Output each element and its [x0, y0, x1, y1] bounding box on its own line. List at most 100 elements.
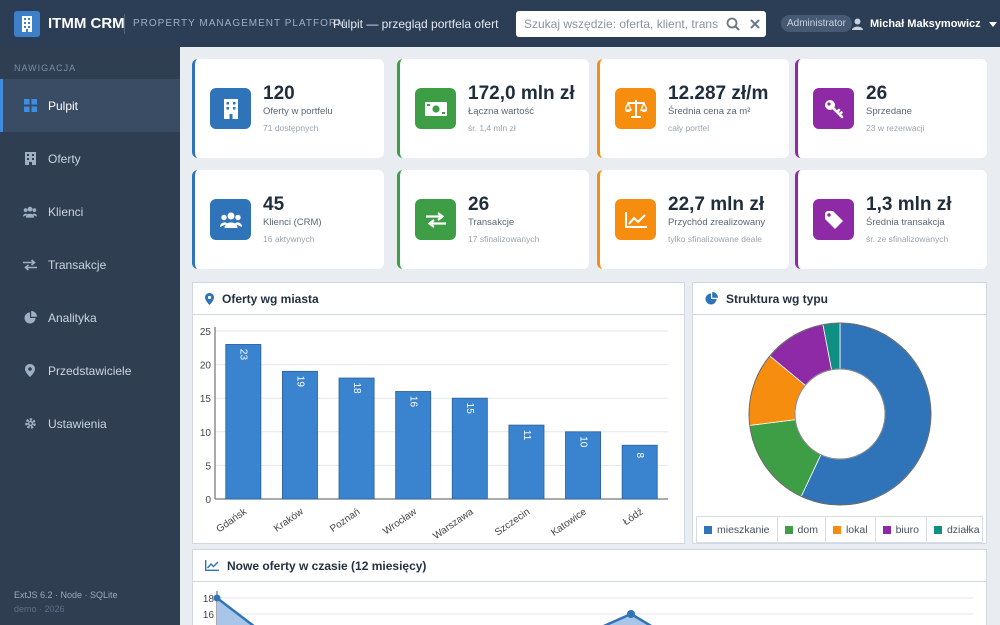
gear-icon	[23, 417, 37, 431]
panel-title: Struktura wg typu	[726, 291, 829, 306]
y-tick-label: 5	[205, 461, 211, 472]
x-tick-label: Gdańsk	[214, 506, 249, 535]
kpi-card-avg-transaction[interactable]: 1,3 mln zł Średnia transakcja śr. ze sfi…	[795, 170, 987, 269]
legend-label: biuro	[895, 523, 919, 536]
x-tick-label: Kraków	[272, 506, 306, 535]
kpi-card-offers[interactable]: 120 Oferty w portfelu 71 dostępnych	[192, 59, 384, 158]
legend-item-lokal[interactable]: lokal	[826, 517, 876, 542]
area-fill	[606, 614, 650, 625]
y-tick-label: 0	[205, 495, 211, 506]
kpi-card-revenue[interactable]: 22,7 mln zł Przychód zrealizowany tylko …	[597, 170, 789, 269]
kpi-label: Przychód zrealizowany	[668, 217, 766, 228]
user-name: Michał Maksymowicz	[870, 18, 981, 30]
sidebar-item-oferty[interactable]: Oferty	[0, 132, 180, 185]
bar	[621, 444, 658, 500]
kpi-card-transactions[interactable]: 26 Transakcje 17 sfinalizowanych	[397, 170, 589, 269]
bar	[565, 431, 602, 500]
panel-offers-by-city: Oferty wg miasta 0 5 10 15 20 25 23 Gdańsk 19 Kra…	[192, 282, 685, 544]
users-icon	[210, 199, 251, 240]
tech-stack-label: ExtJS 6.2 · Node · SQLite	[14, 590, 118, 600]
sidebar-item-klienci[interactable]: Klienci	[0, 185, 180, 238]
kpi-label: Klienci (CRM)	[263, 217, 322, 228]
map-marker-icon	[23, 364, 37, 378]
user-icon	[852, 18, 863, 30]
money-icon	[415, 88, 456, 129]
legend-label: działka	[946, 523, 980, 536]
x-tick-label: Poznań	[328, 506, 362, 534]
bar-value-label: 10	[577, 436, 588, 448]
bar	[338, 377, 375, 500]
clear-icon[interactable]	[746, 15, 764, 33]
exchange-icon	[415, 199, 456, 240]
x-tick-label: Warszawa	[431, 506, 476, 542]
kpi-label: Średnia cena za m²	[668, 106, 751, 117]
sidebar-item-label: Analityka	[48, 310, 97, 325]
chart-legend: mieszkanie dom lokal biuro działka	[696, 516, 983, 543]
kpi-value: 1,3 mln zł	[866, 194, 952, 215]
search-input[interactable]	[518, 14, 718, 34]
sidebar-item-label: Oferty	[48, 151, 81, 166]
panel-title: Nowe oferty w czasie (12 miesięcy)	[227, 558, 427, 573]
legend-label: lokal	[845, 523, 868, 536]
bar-value-label: 16	[408, 396, 419, 408]
balance-icon	[615, 88, 656, 129]
role-badge: Administrator	[781, 15, 852, 32]
y-tick-label: 16	[203, 610, 215, 621]
version-label: demo · 2026	[14, 604, 65, 614]
pie-chart-icon	[23, 311, 37, 325]
bar	[395, 391, 432, 500]
sidebar-item-transakcje[interactable]: Transakcje	[0, 238, 180, 291]
sidebar-footer: ExtJS 6.2 · Node · SQLite demo · 2026	[14, 588, 118, 616]
search-icon[interactable]	[724, 15, 742, 33]
bar-chart: 0 5 10 15 20 25 23 Gdańsk 19 Kraków 18 Poznań 16 Wroc…	[200, 327, 668, 542]
kpi-label: Transakcje	[468, 217, 515, 228]
kpi-label: Średnia transakcja	[866, 217, 945, 228]
building-icon	[210, 88, 251, 129]
area-line	[216, 597, 255, 625]
sidebar-item-label: Pulpit	[48, 98, 79, 113]
kpi-card-clients[interactable]: 45 Klienci (CRM) 16 aktywnych	[192, 170, 384, 269]
bar-value-label: 8	[634, 452, 645, 458]
legend-item-biuro[interactable]: biuro	[876, 517, 927, 542]
sidebar-item-przedstawiciele[interactable]: Przedstawiciele	[0, 344, 180, 397]
kpi-value: 26	[866, 83, 888, 104]
panel-type-structure: Struktura wg typu mieszkanie dom lokal b…	[692, 282, 987, 544]
user-menu[interactable]: Michał Maksymowicz	[852, 13, 998, 35]
line-chart-icon	[205, 560, 219, 571]
bar	[225, 344, 262, 500]
data-point	[627, 610, 635, 618]
sidebar-item-pulpit[interactable]: Pulpit	[0, 79, 180, 132]
kpi-value: 22,7 mln zł	[668, 194, 765, 215]
donut-hole	[794, 368, 886, 460]
building-logo-icon[interactable]	[14, 11, 40, 37]
data-point	[213, 594, 221, 602]
legend-item-dzialka[interactable]: działka	[927, 517, 987, 542]
bar	[508, 424, 545, 500]
legend-item-mieszkanie[interactable]: mieszkanie	[697, 517, 778, 542]
y-tick-label: 10	[200, 428, 212, 439]
legend-item-dom[interactable]: dom	[778, 517, 826, 542]
kpi-label: Sprzedane	[866, 106, 912, 117]
donut-chart	[748, 322, 932, 506]
kpi-card-total-value[interactable]: 172,0 mln zł Łączna wartość śr. 1,4 mln …	[397, 59, 589, 158]
legend-label: mieszkanie	[717, 523, 770, 536]
global-search	[516, 11, 766, 37]
sidebar-item-ustawienia[interactable]: Ustawienia	[0, 397, 180, 450]
y-tick-label: 18	[203, 594, 215, 605]
sidebar-item-analityka[interactable]: Analityka	[0, 291, 180, 344]
kpi-label: Oferty w portfelu	[263, 106, 333, 117]
bar-value-label: 15	[464, 403, 475, 415]
kpi-value: 45	[263, 194, 285, 215]
kpi-card-sold[interactable]: 26 Sprzedane 23 w rezerwacji	[795, 59, 987, 158]
y-tick-label: 20	[200, 361, 212, 372]
kpi-value: 172,0 mln zł	[468, 83, 575, 104]
line-chart-icon	[615, 199, 656, 240]
kpi-label: Łączna wartość	[468, 106, 535, 117]
building-icon	[23, 152, 37, 166]
kpi-card-avg-price[interactable]: 12.287 zł/m Średnia cena za m² cały port…	[597, 59, 789, 158]
sidebar-item-label: Ustawienia	[48, 416, 107, 431]
bar-value-label: 18	[351, 382, 362, 394]
kpi-sublabel: tylko sfinalizowane deale	[668, 234, 763, 244]
bar	[281, 370, 318, 500]
sidebar: NAWIGACJA Pulpit Oferty Klienci Transakc…	[0, 47, 180, 625]
